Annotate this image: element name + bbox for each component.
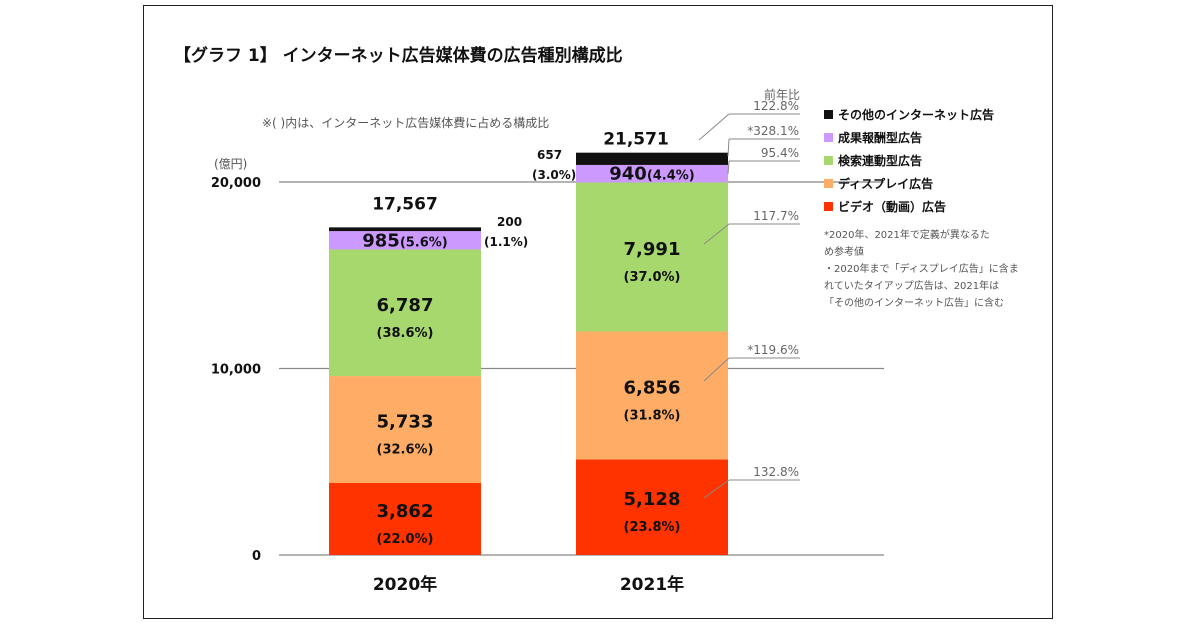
legend-label: その他のインターネット広告 <box>838 107 994 122</box>
y-tick-label: 0 <box>252 549 261 564</box>
footnote-line: ・2020年まで「ディスプレイ広告」に含ま <box>824 262 1019 275</box>
yoy-leader-line <box>703 223 730 245</box>
legend-swatch <box>824 156 833 165</box>
stacked-bar-chart: 【グラフ 1】 インターネット広告媒体費の広告種別構成比 ※( )内は、インター… <box>174 45 1019 595</box>
bar-segment <box>329 227 481 232</box>
segment-pct-label: (4.4%) <box>647 169 695 184</box>
other-pct-2020: (1.1%) <box>484 235 528 249</box>
x-category-label: 2021年 <box>620 574 684 595</box>
total-label: 21,571 <box>603 130 669 150</box>
legend-label: ビデオ（動画）広告 <box>838 199 946 214</box>
segment-value-label: 985(5.6%) <box>362 230 448 251</box>
segment-pct-label: (38.6%) <box>377 326 434 341</box>
bar-segment <box>576 331 728 460</box>
other-value-2021: 657 <box>537 148 562 162</box>
legend-swatch <box>824 202 833 211</box>
yoy-header: 前年比 <box>764 87 800 102</box>
y-tick-label: 10,000 <box>211 363 261 378</box>
yoy-video: 132.8% <box>753 465 799 479</box>
bar-segment <box>576 459 728 555</box>
segment-pct-label: (22.0%) <box>377 532 434 547</box>
legend-label: 検索連動型広告 <box>838 153 922 168</box>
x-category-label: 2020年 <box>373 574 437 595</box>
footnotes: *2020年、2021年で定義が異なるため参考値・2020年まで「ディスプレイ広… <box>824 228 1019 309</box>
total-label: 17,567 <box>372 194 438 214</box>
yoy-total: 122.8% <box>753 99 799 113</box>
chart-frame: 【グラフ 1】 インターネット広告媒体費の広告種別構成比 ※( )内は、インター… <box>143 5 1053 619</box>
segment-pct-label: (37.0%) <box>624 270 681 285</box>
segment-value-label: 7,991 <box>624 239 681 260</box>
yoy-leader-line <box>703 357 730 382</box>
yoy-leader-line <box>698 113 730 141</box>
segment-pct-label: (23.8%) <box>624 520 681 535</box>
chart-title: 【グラフ 1】 インターネット広告媒体費の広告種別構成比 <box>174 45 623 66</box>
legend-label: ディスプレイ広告 <box>838 176 933 191</box>
footnote-line: *2020年、2021年で定義が異なるた <box>824 228 990 241</box>
legend-label: 成果報酬型広告 <box>838 130 922 145</box>
segment-value-label: 6,856 <box>624 377 681 398</box>
yoy-leader-line <box>727 160 730 175</box>
segment-value-label: 5,128 <box>624 489 681 510</box>
yoy-leader-line <box>703 479 730 499</box>
other-value-2020: 200 <box>497 215 522 229</box>
y-tick-label: 20,000 <box>211 176 261 191</box>
yoy-search: 117.7% <box>753 209 799 223</box>
bars-group <box>329 152 728 555</box>
bar-segment <box>329 231 481 250</box>
segment-pct-label: (31.8%) <box>624 408 681 423</box>
segment-pct-label: (32.6%) <box>377 443 434 458</box>
yoy-display: *119.6% <box>747 343 799 357</box>
segment-value-label: 940(4.4%) <box>609 164 695 185</box>
segment-value-label: 5,733 <box>377 412 434 433</box>
legend-swatch <box>824 110 833 119</box>
bar-segment <box>329 249 481 377</box>
y-unit-label: (億円) <box>214 157 247 171</box>
bar-segment <box>329 482 481 555</box>
segment-pct-label: (5.6%) <box>400 235 448 250</box>
gridlines: 0 10,000 20,000 <box>211 176 884 564</box>
segment-value-label: 6,787 <box>377 295 434 316</box>
legend-swatch <box>824 179 833 188</box>
footnote-line: め参考値 <box>824 245 864 258</box>
bar-segment <box>576 152 728 165</box>
labels-group: 3,862 (22.0%) 5,733 (32.6%) 6,787 (38.6%) 985(… <box>362 99 800 595</box>
yoy-performance: 95.4% <box>761 146 799 160</box>
segment-value-label: 3,862 <box>377 501 434 522</box>
yoy-other: *328.1% <box>747 124 799 138</box>
chart-note: ※( )内は、インターネット広告媒体費に占める構成比 <box>262 115 549 130</box>
other-pct-2021: (3.0%) <box>532 168 576 182</box>
bar-segment <box>576 182 728 332</box>
footnote-line: れていたタイアップ広告は、2021年は <box>824 279 999 292</box>
bar-segment <box>576 164 728 183</box>
footnote-line: 「その他のインターネット広告」に含む <box>824 296 1004 309</box>
legend-swatch <box>824 133 833 142</box>
legend: その他のインターネット広告成果報酬型広告検索連動型広告ディスプレイ広告ビデオ（動… <box>824 107 994 214</box>
yoy-leader-line <box>727 138 730 157</box>
bar-segment <box>329 376 481 483</box>
